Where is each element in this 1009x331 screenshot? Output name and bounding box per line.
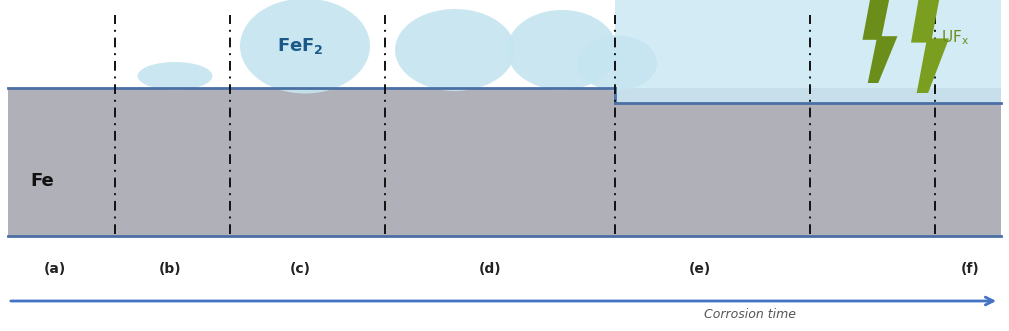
Polygon shape: [911, 0, 949, 93]
Text: (b): (b): [158, 262, 182, 276]
Text: $\mathrm{UF_x}$: $\mathrm{UF_x}$: [941, 28, 969, 47]
Bar: [8, 88, 1001, 236]
Text: (c): (c): [290, 262, 311, 276]
Ellipse shape: [240, 0, 370, 93]
Text: (a): (a): [43, 262, 67, 276]
Text: $\mathbf{FeF_2}$: $\mathbf{FeF_2}$: [276, 36, 323, 56]
Polygon shape: [863, 0, 897, 83]
Ellipse shape: [137, 62, 213, 90]
Ellipse shape: [577, 35, 657, 90]
Ellipse shape: [395, 9, 515, 91]
Text: Fe: Fe: [30, 172, 53, 190]
Text: (f): (f): [961, 262, 980, 276]
Text: Corrosion time: Corrosion time: [704, 308, 796, 321]
Bar: [615, 0, 1001, 103]
Text: (e): (e): [689, 262, 711, 276]
Text: (d): (d): [478, 262, 501, 276]
Ellipse shape: [507, 10, 616, 90]
